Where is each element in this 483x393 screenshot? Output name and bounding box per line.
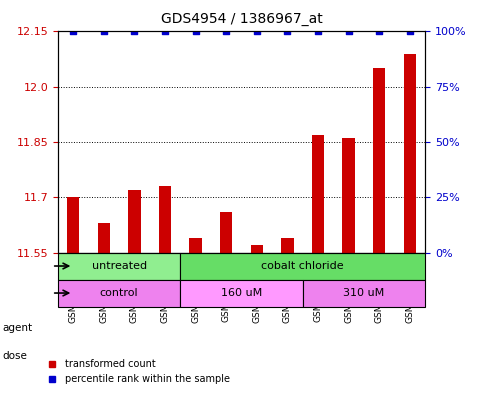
Bar [150,252,180,286]
Bar [180,253,425,279]
Bar [58,279,180,307]
Point [314,28,322,35]
Bar [119,252,150,286]
Text: 160 uM: 160 uM [221,288,262,298]
Point [222,28,230,35]
Bar [342,138,355,252]
Text: untreated: untreated [92,261,147,271]
Point [253,28,261,35]
Text: cobalt chloride: cobalt chloride [261,261,344,271]
Bar [180,279,303,307]
Bar [333,252,364,286]
Bar [303,252,333,286]
Bar [242,252,272,286]
Text: dose: dose [2,351,28,361]
Bar [404,53,416,252]
Bar [159,186,171,252]
Point [192,28,199,35]
Bar [251,245,263,252]
Bar [303,279,425,307]
Bar [272,252,303,286]
Point [375,28,383,35]
Point [345,28,353,35]
Point [406,28,413,35]
Bar [98,223,110,252]
Bar [128,190,141,252]
Bar [395,252,425,286]
Point [284,28,291,35]
Bar [189,238,202,252]
Bar [281,238,294,252]
Bar [88,252,119,286]
Text: agent: agent [2,323,32,333]
Text: control: control [100,288,139,298]
Bar [364,252,395,286]
Point [70,28,77,35]
Legend: transformed count, percentile rank within the sample: transformed count, percentile rank withi… [43,356,234,388]
Bar [211,252,242,286]
Bar [180,252,211,286]
Bar [312,134,324,252]
Bar [220,212,232,252]
Bar [373,68,385,252]
Bar [58,253,180,279]
Bar [67,197,79,252]
Point [130,28,138,35]
Title: GDS4954 / 1386967_at: GDS4954 / 1386967_at [161,12,322,26]
Text: 310 uM: 310 uM [343,288,384,298]
Point [100,28,108,35]
Point [161,28,169,35]
Bar [58,252,88,286]
